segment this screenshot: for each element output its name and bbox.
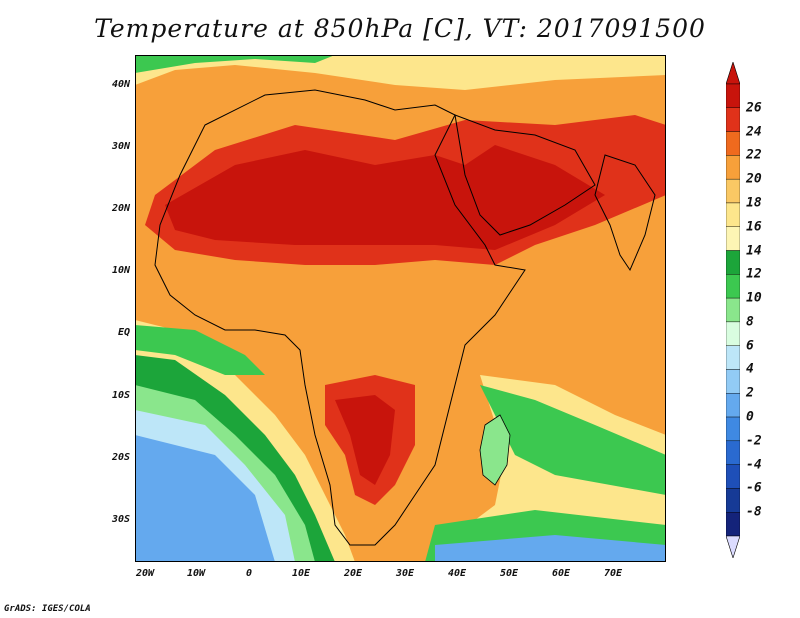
lat-label-40n: 40N	[111, 79, 130, 90]
credit-text: GrADS: IGES/COLA	[4, 604, 91, 614]
lon-label-40e: 40E	[447, 568, 467, 579]
south-indian-blue	[435, 535, 666, 562]
colorbar-tick-label: 18	[746, 195, 762, 211]
colorbar-segment	[726, 393, 740, 418]
lat-label-eq: EQ	[117, 327, 130, 338]
colorbar-tick-label: 6	[746, 338, 754, 354]
colorbar-tick-label: 0	[746, 409, 754, 425]
colorbar-tick-label: 14	[746, 243, 762, 259]
indian-ocean-green	[480, 385, 666, 495]
southern-africa-core	[335, 395, 395, 485]
colorbar-tick-label: -2	[746, 433, 762, 449]
colorbar-segment	[726, 416, 740, 442]
colorbar-segment	[726, 321, 740, 346]
lat-label-20n: 20N	[111, 203, 130, 214]
colorbar-segment	[726, 369, 740, 394]
colorbar-tick-label: 22	[746, 147, 762, 163]
colorbar-segment	[726, 107, 740, 132]
lat-label-10n: 10N	[111, 265, 130, 276]
lat-label-20s: 20S	[111, 452, 130, 463]
colorbar-tick-label: -4	[746, 457, 762, 473]
colorbar-tick-label: 8	[746, 314, 754, 330]
colorbar-segment	[726, 131, 740, 156]
lon-label-20w: 20W	[135, 568, 155, 579]
colorbar	[726, 62, 740, 558]
colorbar-segment	[726, 345, 740, 370]
lon-label-10e: 10E	[291, 568, 311, 579]
map-title: Temperature at 850hPa [C], VT: 201709150…	[94, 14, 706, 43]
sahara-core-hottest	[165, 145, 605, 250]
lon-label-0: 0	[245, 568, 253, 579]
temperature-map	[135, 55, 666, 562]
africa-outline	[154, 89, 526, 546]
india-outline	[594, 154, 656, 272]
gulf-of-guinea-green	[135, 325, 265, 375]
lat-label-30s: 30S	[111, 514, 130, 525]
madagascar	[479, 414, 511, 486]
colorbar-segment	[726, 512, 740, 537]
lon-label-20e: 20E	[343, 568, 363, 579]
colorbar-tick-label: 4	[746, 361, 754, 377]
lon-label-30e: 30E	[395, 568, 415, 579]
colorbar-tick-label: -8	[746, 504, 762, 520]
colorbar-tick-label: 12	[746, 266, 762, 282]
colorbar-segment	[726, 274, 740, 299]
arabia-outline	[454, 114, 596, 236]
colorbar-top-arrow	[726, 62, 740, 85]
north-green-region	[135, 55, 335, 73]
europe-region	[135, 55, 666, 90]
colorbar-tick-label: 20	[746, 171, 762, 187]
lat-label-10s: 10S	[111, 390, 130, 401]
colorbar-segment	[726, 464, 740, 489]
colorbar-segment	[726, 297, 740, 323]
colorbar-tick-label: 16	[746, 219, 762, 235]
lon-label-10w: 10W	[186, 568, 206, 579]
map-frame	[135, 55, 666, 562]
colorbar-tick-label: 24	[746, 124, 762, 140]
colorbar-segment	[726, 226, 740, 251]
colorbar-segment	[726, 250, 740, 275]
south-atlantic-blue	[135, 435, 275, 562]
lon-label-50e: 50E	[499, 568, 519, 579]
lat-label-30n: 30N	[111, 141, 130, 152]
colorbar-tick-label: 2	[746, 385, 754, 401]
colorbar-segment	[726, 202, 740, 227]
colorbar-segment	[726, 155, 740, 180]
colorbar-segment	[726, 440, 740, 465]
lon-label-60e: 60E	[551, 568, 571, 579]
colorbar-bottom-arrow	[726, 535, 740, 558]
map-canvas	[135, 55, 666, 562]
colorbar-segment	[726, 178, 740, 204]
colorbar-segment	[726, 488, 740, 513]
colorbar-segment	[726, 83, 740, 108]
lon-label-70e: 70E	[603, 568, 623, 579]
colorbar-tick-label: 10	[746, 290, 762, 306]
colorbar-tick-label: -6	[746, 480, 762, 496]
colorbar-tick-label: 26	[746, 100, 762, 116]
